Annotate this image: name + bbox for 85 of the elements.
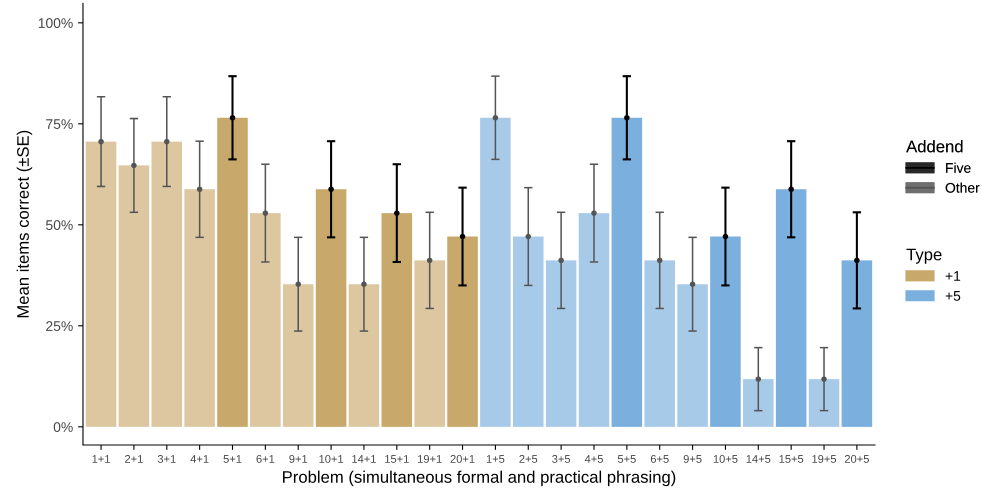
x-tick-label: 5+5 [618, 455, 636, 463]
x-tick-label: 1+5 [486, 455, 504, 463]
legend-title: Type [906, 248, 942, 264]
point [854, 258, 860, 264]
bar [842, 260, 872, 427]
point [525, 234, 532, 240]
bar [414, 260, 445, 427]
bar [644, 260, 675, 427]
point [492, 114, 498, 121]
x-tick-label: 3+1 [158, 455, 176, 463]
x-tick-label: 14+1 [352, 455, 376, 463]
bar [808, 379, 840, 427]
x-tick-label: 2+1 [125, 455, 143, 463]
bar [118, 165, 150, 427]
x-tick-label: 20+1 [450, 455, 475, 463]
x-tick-label: 2+5 [519, 455, 538, 463]
point [558, 258, 564, 264]
point [262, 210, 268, 216]
bar [151, 142, 182, 427]
point [821, 376, 827, 382]
point [426, 258, 432, 264]
y-tick-label: 0% [54, 422, 73, 432]
legend-label: +5 [946, 291, 960, 301]
point [328, 186, 334, 192]
x-tick-label: 15+1 [385, 455, 409, 463]
point [788, 186, 794, 192]
point [722, 234, 728, 240]
point [690, 281, 696, 287]
point [164, 138, 170, 144]
legend-label: Five [946, 162, 971, 173]
bar [578, 213, 610, 427]
y-tick-label: 25% [46, 321, 73, 331]
x-tick-label: 1+1 [92, 455, 110, 463]
x-tick-label: 14+5 [746, 455, 770, 463]
point [131, 162, 137, 168]
x-tick-label: 3+5 [552, 455, 570, 463]
y-tick-label: 50% [46, 220, 73, 230]
bar [612, 118, 642, 427]
bar [382, 213, 412, 427]
x-tick-label: 19+1 [418, 455, 442, 463]
point [230, 114, 236, 121]
point [295, 281, 302, 287]
bar [743, 379, 774, 427]
bar [677, 284, 708, 427]
x-axis-title: Problem (simultaneous formal and practical phrasing) [283, 470, 676, 486]
x-tick-label: 6+5 [650, 455, 669, 463]
text: Addend [906, 140, 963, 152]
y-tick-label: 75% [46, 119, 73, 129]
bar [217, 118, 248, 427]
x-tick-label: 5+1 [224, 455, 242, 463]
x-tick-label: 4+5 [584, 455, 603, 463]
point [98, 138, 104, 144]
bar [512, 236, 544, 427]
bar [250, 213, 281, 427]
bar [184, 189, 215, 427]
x-tick-label: 6+1 [256, 455, 274, 463]
point [756, 376, 762, 382]
x-tick-label: 19+5 [812, 455, 836, 463]
point [591, 210, 597, 216]
bar [86, 142, 116, 427]
point [361, 281, 367, 287]
point [624, 114, 630, 121]
x-tick-label: 9+5 [684, 455, 702, 463]
point [460, 234, 466, 240]
bar [480, 118, 511, 427]
point [656, 258, 662, 264]
x-tick-label: 20+5 [844, 455, 869, 463]
legend-label: +1 [946, 271, 960, 281]
x-tick-label: 10+1 [319, 455, 344, 463]
bar [282, 284, 314, 427]
x-tick-label: 15+5 [779, 455, 804, 463]
legend-label: Other [946, 182, 980, 193]
x-tick-label: 10+5 [714, 455, 738, 463]
y-axis-title: Mean items correct (±SE) [16, 130, 32, 318]
bar [348, 284, 380, 427]
point [196, 186, 202, 192]
bar [710, 236, 741, 427]
x-tick-label: 4+1 [190, 455, 209, 463]
bar [447, 236, 478, 427]
x-tick-label: 9+1 [289, 455, 308, 463]
bar [316, 189, 346, 427]
bar [776, 189, 806, 427]
y-tick-label: 100% [38, 18, 73, 28]
bar [546, 260, 576, 427]
point [394, 210, 400, 216]
